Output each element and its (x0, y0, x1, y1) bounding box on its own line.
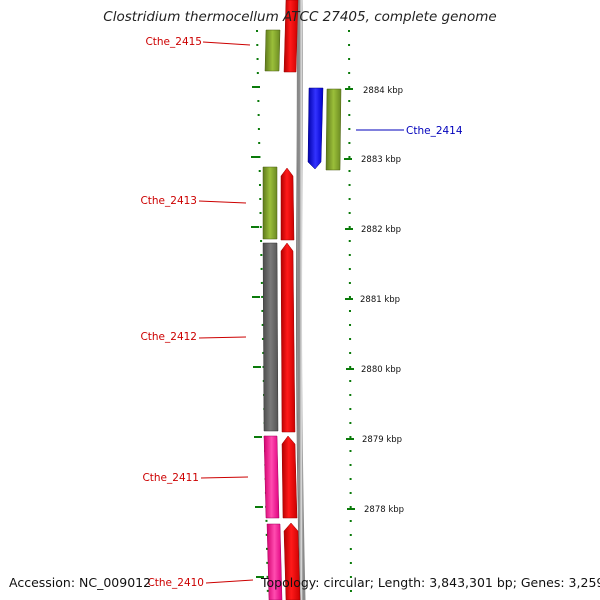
accession-text: Accession: NC_009012 (9, 575, 152, 590)
genome-backbone (296, 0, 306, 600)
cds-feature-2415[interactable] (283, 0, 299, 73)
gene-feature-2410[interactable] (266, 523, 283, 600)
gene-feature-2411[interactable] (263, 435, 280, 519)
cds-feature-2410[interactable] (283, 522, 301, 600)
gene-feature-2414-blue[interactable] (307, 87, 324, 170)
gene-feature-2415[interactable] (264, 29, 281, 72)
cds-feature-2412[interactable] (280, 242, 296, 433)
cds-feature-2413[interactable] (280, 167, 295, 241)
gene-feature-2413[interactable] (262, 166, 278, 240)
inner-major-ticks (251, 86, 264, 578)
map-title: Clostridium thermocellum ATCC 27405, com… (103, 9, 497, 25)
label-leader-lines (198, 41, 404, 584)
topology-text: Topology: circular; Length: 3,843,301 bp… (261, 575, 600, 590)
cds-feature-2411[interactable] (281, 435, 298, 519)
outer-major-ticks (344, 88, 355, 510)
gene-feature-2412[interactable] (262, 242, 279, 432)
gene-feature-2414-olive[interactable] (325, 88, 342, 171)
cds-features[interactable] (280, 0, 301, 600)
outer-dotted-ruler (348, 29, 352, 600)
gene-features[interactable] (262, 29, 342, 600)
